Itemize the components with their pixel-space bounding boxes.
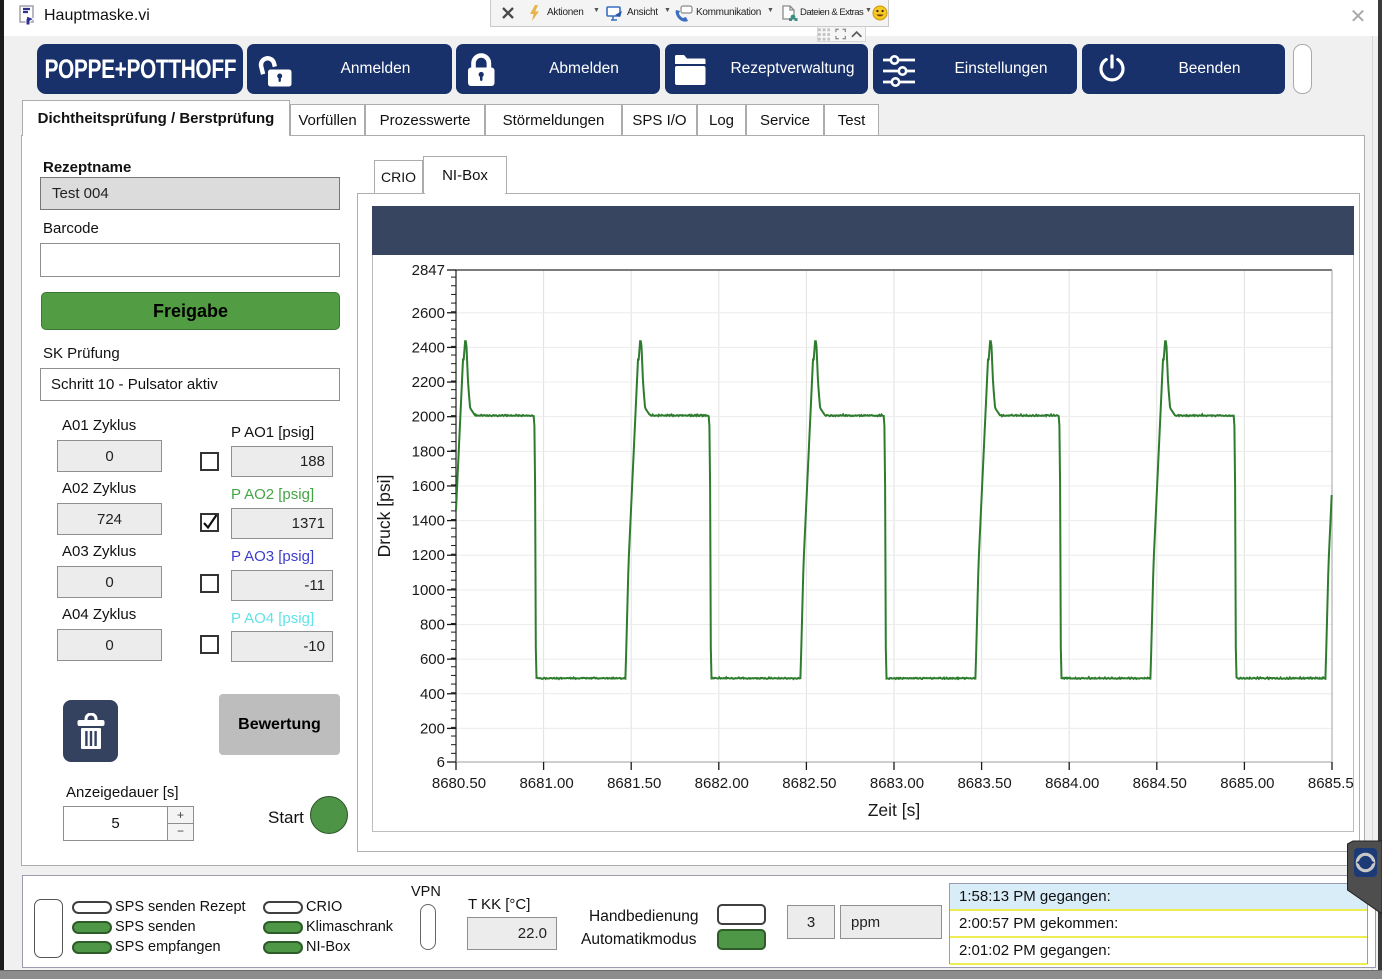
svg-text:200: 200 (420, 720, 445, 737)
svg-text:8683.50: 8683.50 (957, 775, 1011, 792)
svg-text:2200: 2200 (412, 374, 445, 391)
svg-text:1600: 1600 (412, 478, 445, 495)
svg-text:8682.50: 8682.50 (782, 775, 836, 792)
svg-text:8683.00: 8683.00 (870, 775, 924, 792)
svg-text:2847: 2847 (412, 262, 445, 279)
svg-text:400: 400 (420, 686, 445, 703)
svg-text:800: 800 (420, 616, 445, 633)
svg-text:8684.50: 8684.50 (1133, 775, 1187, 792)
svg-text:8682.00: 8682.00 (695, 775, 749, 792)
svg-text:6: 6 (437, 754, 445, 771)
svg-text:600: 600 (420, 651, 445, 668)
svg-text:2600: 2600 (412, 305, 445, 322)
svg-text:8685.50: 8685.50 (1308, 775, 1354, 792)
svg-text:8684.00: 8684.00 (1045, 775, 1099, 792)
svg-text:8680.50: 8680.50 (432, 775, 486, 792)
svg-text:8681.50: 8681.50 (607, 775, 661, 792)
svg-text:8681.00: 8681.00 (519, 775, 573, 792)
svg-text:Zeit [s]: Zeit [s] (868, 800, 921, 820)
svg-text:1200: 1200 (412, 547, 445, 564)
svg-text:1800: 1800 (412, 443, 445, 460)
svg-text:1000: 1000 (412, 582, 445, 599)
svg-text:1400: 1400 (412, 513, 445, 530)
svg-text:2000: 2000 (412, 409, 445, 426)
svg-text:Druck [psi]: Druck [psi] (374, 475, 394, 558)
svg-text:8685.00: 8685.00 (1220, 775, 1274, 792)
svg-text:2400: 2400 (412, 339, 445, 356)
